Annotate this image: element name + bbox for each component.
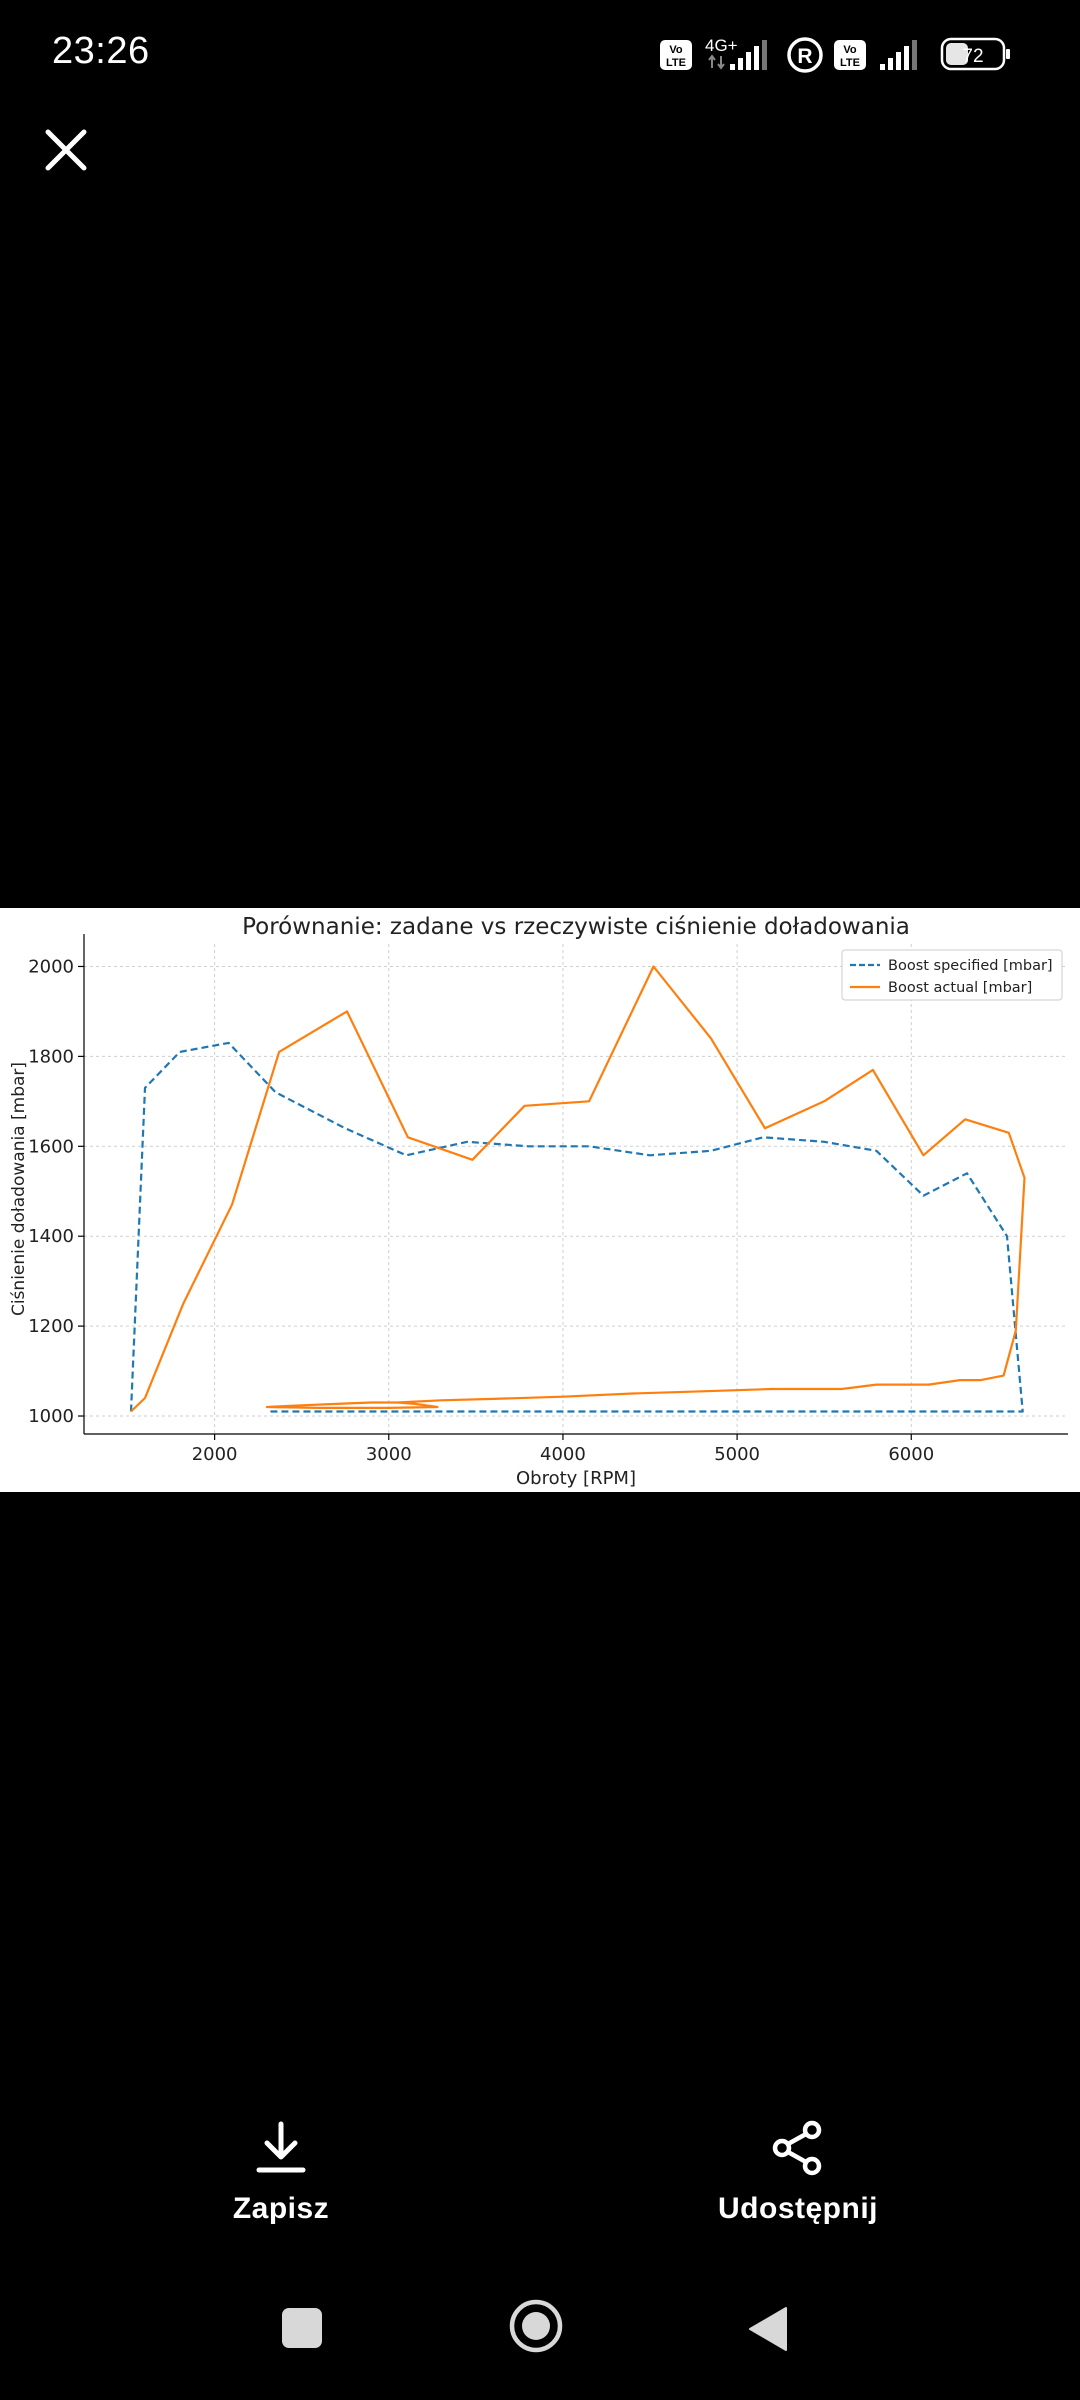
svg-text:R: R (797, 45, 812, 68)
back-button[interactable] (748, 2306, 788, 2352)
x-tick-label: 5000 (714, 1444, 760, 1465)
svg-text:Vo: Vo (843, 44, 857, 56)
y-tick-label: 1800 (28, 1046, 74, 1067)
signal-icon (880, 40, 917, 70)
volte-icon: Vo LTE (660, 40, 692, 70)
x-tick-label: 3000 (366, 1444, 412, 1465)
battery-level: 72 (962, 46, 983, 67)
status-bar: 23:26 Vo LTE 4G+ R Vo LTE (0, 0, 1080, 110)
y-tick-label: 2000 (28, 956, 74, 977)
y-tick-label: 1600 (28, 1136, 74, 1157)
legend-label: Boost specified [mbar] (888, 958, 1053, 974)
share-button[interactable]: Udostępnij (648, 2100, 948, 2250)
close-icon (45, 129, 87, 171)
series-line-1 (129, 1041, 1024, 1413)
series-line-2 (130, 965, 1026, 1413)
x-axis-label: Obroty [RPM] (516, 1468, 636, 1489)
data-arrows-icon (708, 54, 725, 70)
download-icon (256, 2121, 306, 2173)
svg-text:LTE: LTE (840, 57, 860, 69)
recent-apps-button[interactable] (282, 2308, 322, 2348)
share-label: Udostępnij (718, 2192, 878, 2225)
x-tick-label: 4000 (540, 1444, 586, 1465)
status-icons: Vo LTE 4G+ R Vo LTE (660, 36, 1010, 73)
legend-label: Boost actual [mbar] (888, 980, 1032, 996)
triangle-back-icon (749, 2307, 787, 2351)
share-icon (772, 2120, 822, 2176)
legend-box (841, 949, 1063, 1001)
circle-icon (509, 2299, 563, 2353)
chart-title: Porównanie: zadane vs rzeczywiste ciśnie… (242, 914, 910, 940)
save-button[interactable]: Zapisz (131, 2100, 431, 2250)
x-tick-label: 6000 (888, 1444, 934, 1465)
home-button[interactable] (508, 2298, 564, 2354)
volte-icon: Vo LTE (834, 40, 866, 70)
y-tick-label: 1400 (28, 1226, 74, 1247)
close-button[interactable] (38, 122, 94, 178)
navigation-bar (0, 2290, 1080, 2370)
image-viewer-content[interactable]: Porównanie: zadane vs rzeczywiste ciśnie… (0, 908, 1080, 1492)
signal-icon (730, 40, 767, 70)
svg-text:Vo: Vo (669, 44, 683, 56)
y-tick-label: 1000 (28, 1406, 74, 1427)
status-time: 23:26 (52, 30, 150, 72)
roaming-icon: R (787, 37, 823, 73)
battery-icon: 72 (940, 37, 1010, 71)
chart: Porównanie: zadane vs rzeczywiste ciśnie… (9, 914, 1068, 1489)
x-tick-label: 2000 (192, 1444, 238, 1465)
y-tick-label: 1200 (28, 1316, 74, 1337)
y-axis-label: Ciśnienie doładowania [mbar] (9, 1062, 29, 1316)
svg-text:LTE: LTE (666, 57, 686, 69)
network-type-label: 4G+ (705, 36, 738, 55)
save-label: Zapisz (232, 2192, 330, 2225)
bottom-actions: Zapisz Udostępnij (0, 2100, 1080, 2260)
